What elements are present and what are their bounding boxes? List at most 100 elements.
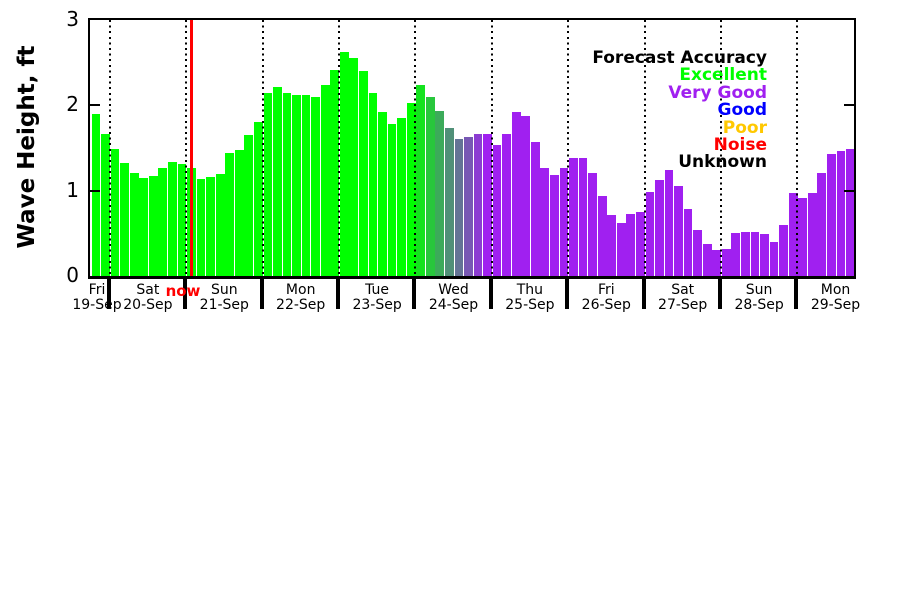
wave-height-bar <box>444 128 454 276</box>
wave-height-bar <box>530 142 540 276</box>
wave-height-bar <box>425 96 435 276</box>
wave-height-bar <box>234 149 244 276</box>
day-name: Thu <box>516 282 544 298</box>
wave-height-bar <box>148 176 158 276</box>
day-name: Fri <box>88 282 106 298</box>
axis-tick-mark <box>844 189 854 192</box>
wave-height-bar <box>588 172 597 276</box>
now-label: now <box>165 282 201 300</box>
wave-height-bar <box>387 124 397 276</box>
x-axis-day-label: Mon 29-Sep <box>791 283 881 312</box>
now-line <box>190 20 194 276</box>
wave-height-bar <box>769 241 779 276</box>
wave-height-bar <box>511 112 521 276</box>
wave-height-bar <box>836 151 846 276</box>
legend-entry-poor: Poor <box>722 117 767 138</box>
x-axis-day-label: Sun 28-Sep <box>714 283 804 312</box>
x-axis-day-label: Sun 21-Sep <box>179 283 269 312</box>
day-boundary-tick <box>717 278 722 309</box>
day-name: Sat <box>671 282 695 298</box>
wave-height-bar <box>645 192 655 276</box>
wave-height-bar <box>282 92 292 276</box>
wave-height-bar <box>263 92 273 276</box>
day-date: 26-Sep <box>581 296 631 313</box>
wave-height-bar <box>101 133 110 276</box>
day-date: 28-Sep <box>734 296 784 313</box>
y-tick-label: 0 <box>66 263 79 287</box>
day-boundary-tick <box>565 278 570 309</box>
wave-height-bar <box>368 92 378 276</box>
x-axis-day-label: Sat 27-Sep <box>638 283 728 312</box>
wave-height-bar <box>635 212 645 276</box>
legend-entry-good: Good <box>717 100 767 121</box>
wave-height-bar <box>655 179 664 276</box>
day-name: Wed <box>438 282 469 298</box>
wave-height-bar <box>464 136 473 276</box>
y-tick-label: 3 <box>66 7 79 31</box>
wave-height-bar <box>807 193 817 276</box>
x-axis-day-label: Tue 23-Sep <box>332 283 422 312</box>
wave-height-bar <box>569 158 578 276</box>
wave-height-bar <box>492 145 502 276</box>
wave-height-bar <box>597 195 607 276</box>
day-name: Mon <box>285 282 316 298</box>
legend-entry-unknown: Unknown <box>678 152 767 173</box>
wave-height-bar <box>158 168 168 276</box>
wave-height-bar <box>120 162 130 276</box>
y-tick-label: 1 <box>66 177 79 202</box>
day-boundary-tick <box>183 278 188 309</box>
wave-height-bar <box>846 148 854 276</box>
wave-height-bar <box>483 133 492 276</box>
x-axis-day-label: Wed 24-Sep <box>409 283 499 312</box>
plot-area: Forecast Accuracy Excellent Very Good Good… <box>88 18 856 279</box>
day-boundary-tick <box>794 278 799 309</box>
day-boundary-tick <box>641 278 646 309</box>
wave-height-bar <box>674 185 683 276</box>
wave-height-bar <box>540 168 550 276</box>
wave-height-bar <box>349 58 359 276</box>
legend-entry-noise: Noise <box>713 135 767 156</box>
wave-height-bar <box>683 208 693 276</box>
wave-height-bar <box>330 69 340 276</box>
wave-height-bar <box>702 243 712 276</box>
wave-height-bar <box>139 177 149 276</box>
wave-height-bar <box>578 158 588 276</box>
wave-height-bar <box>616 223 626 276</box>
wave-height-bar <box>626 213 636 276</box>
wave-height-bar <box>416 84 426 276</box>
wave-height-bar <box>225 153 235 276</box>
day-name: Mon <box>820 282 851 298</box>
wave-height-bar <box>607 215 617 276</box>
wave-height-bar <box>521 116 531 276</box>
day-boundary-tick <box>335 278 340 309</box>
day-date: 29-Sep <box>810 296 861 313</box>
wave-height-bar <box>741 232 750 276</box>
wave-height-bar <box>712 249 722 276</box>
legend-entry-excellent: Excellent <box>679 65 767 86</box>
wave-height-bar <box>731 233 741 276</box>
wave-height-bar <box>244 135 254 276</box>
wave-height-bar <box>378 112 387 276</box>
axis-tick-mark <box>90 189 100 192</box>
wave-height-bar <box>292 95 301 276</box>
wave-height-bar <box>196 178 206 276</box>
day-name: Tue <box>365 282 390 298</box>
axis-tick-mark <box>90 104 100 107</box>
wave-height-bar <box>760 234 769 276</box>
day-boundary-dotted-line <box>261 20 264 276</box>
wave-height-bar <box>502 133 512 276</box>
axis-tick-mark <box>844 104 854 107</box>
wave-height-bar <box>664 170 674 276</box>
wave-height-bar <box>301 95 311 276</box>
day-boundary-dotted-line <box>719 20 722 276</box>
wave-height-bar <box>359 71 368 276</box>
wave-height-bar <box>721 248 731 276</box>
day-date: 22-Sep <box>276 296 326 313</box>
legend-entry-very-good: Very Good <box>668 82 767 103</box>
wave-height-bar <box>311 96 321 276</box>
wave-height-bar <box>550 175 559 276</box>
day-name: Sun <box>745 282 773 298</box>
x-axis-day-label: Sat 20-Sep <box>103 283 193 312</box>
day-boundary-tick <box>259 278 264 309</box>
day-date: 24-Sep <box>428 296 479 313</box>
